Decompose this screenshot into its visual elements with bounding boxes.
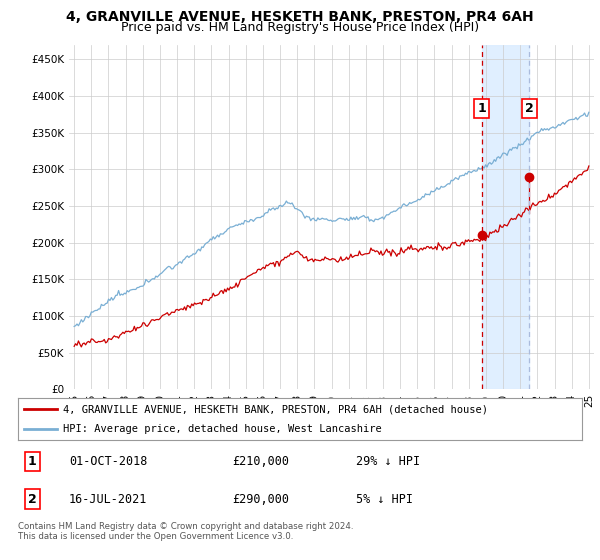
Text: 01-OCT-2018: 01-OCT-2018 xyxy=(69,455,147,468)
Text: HPI: Average price, detached house, West Lancashire: HPI: Average price, detached house, West… xyxy=(63,424,382,434)
Text: 4, GRANVILLE AVENUE, HESKETH BANK, PRESTON, PR4 6AH (detached house): 4, GRANVILLE AVENUE, HESKETH BANK, PREST… xyxy=(63,404,488,414)
Text: 5% ↓ HPI: 5% ↓ HPI xyxy=(356,493,413,506)
Text: £210,000: £210,000 xyxy=(232,455,289,468)
Text: 1: 1 xyxy=(477,102,486,115)
Text: 2: 2 xyxy=(525,102,534,115)
Text: £290,000: £290,000 xyxy=(232,493,289,506)
Bar xyxy=(482,45,529,389)
Text: 2: 2 xyxy=(28,493,37,506)
Text: 1: 1 xyxy=(28,455,37,468)
Text: 16-JUL-2021: 16-JUL-2021 xyxy=(69,493,147,506)
Text: Price paid vs. HM Land Registry's House Price Index (HPI): Price paid vs. HM Land Registry's House … xyxy=(121,21,479,34)
Text: Contains HM Land Registry data © Crown copyright and database right 2024.
This d: Contains HM Land Registry data © Crown c… xyxy=(18,522,353,542)
Text: 4, GRANVILLE AVENUE, HESKETH BANK, PRESTON, PR4 6AH: 4, GRANVILLE AVENUE, HESKETH BANK, PREST… xyxy=(66,10,534,24)
Text: 29% ↓ HPI: 29% ↓ HPI xyxy=(356,455,421,468)
